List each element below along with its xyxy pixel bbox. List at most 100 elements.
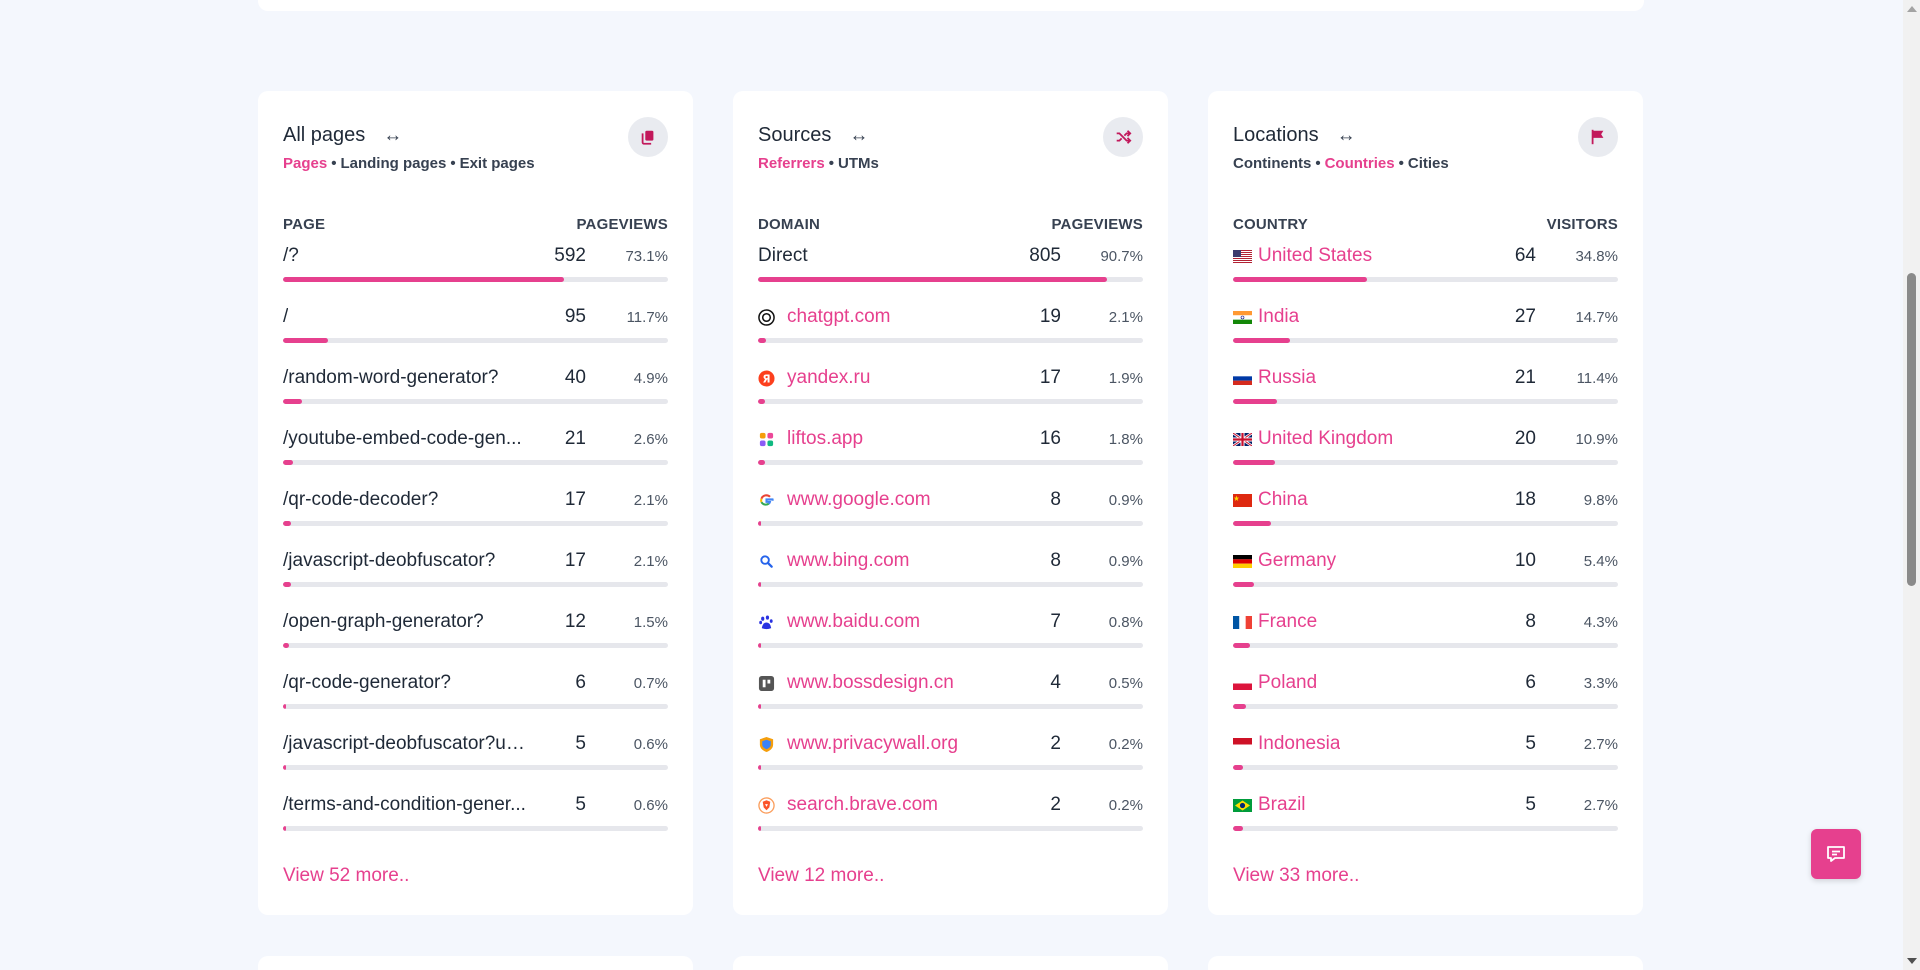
scrollbar-thumb[interactable] — [1907, 273, 1916, 586]
row-label[interactable]: Direct — [758, 245, 1001, 267]
tab-referrers[interactable]: Referrers — [758, 155, 825, 172]
row-label[interactable]: Russia — [1233, 367, 1476, 389]
row-label[interactable]: India — [1233, 306, 1476, 328]
row-label[interactable]: /youtube-embed-code-gen... — [283, 428, 526, 450]
row-percent: 4.9% — [633, 369, 668, 387]
tab-utms[interactable]: UTMs — [837, 155, 879, 172]
view-more-link[interactable]: View 12 more.. — [758, 865, 885, 886]
expand-arrows-icon[interactable]: ↔ — [1336, 124, 1356, 146]
progress-track — [1233, 399, 1618, 404]
view-more-link[interactable]: View 52 more.. — [283, 865, 410, 886]
list-item[interactable]: France 8 4.3% — [1233, 606, 1618, 667]
list-item[interactable]: www.bing.com 8 0.9% — [758, 545, 1143, 606]
locations-card: Locations ↔ Continents • Countries • Cities … — [1208, 91, 1643, 915]
list-item[interactable]: www.bossdesign.cn 4 0.5% — [758, 667, 1143, 728]
list-item[interactable]: /? 592 73.1% — [283, 240, 668, 301]
row-label[interactable]: /javascript-deobfuscator?ut... — [283, 733, 526, 755]
list-item[interactable]: /qr-code-generator? 6 0.7% — [283, 667, 668, 728]
flag-icon[interactable] — [1578, 117, 1618, 157]
brave-icon — [758, 796, 775, 814]
list-item[interactable]: /terms-and-condition-gener... 5 0.6% — [283, 789, 668, 850]
list-item[interactable]: /youtube-embed-code-gen... 21 2.6% — [283, 423, 668, 484]
scrollbar[interactable] — [1903, 0, 1920, 970]
list-item[interactable]: chatgpt.com 19 2.1% — [758, 301, 1143, 362]
list-item[interactable]: /qr-code-decoder? 17 2.1% — [283, 484, 668, 545]
tab-continents[interactable]: Continents — [1233, 155, 1312, 172]
list-item[interactable]: Russia 21 11.4% — [1233, 362, 1618, 423]
list-item[interactable]: / 95 11.7% — [283, 301, 668, 362]
tab-landing-pages[interactable]: Landing pages — [340, 155, 447, 172]
card-header: Sources ↔ Referrers • UTMs — [758, 91, 1143, 176]
list-item[interactable]: www.baidu.com 7 0.8% — [758, 606, 1143, 667]
row-value: 2 — [1050, 794, 1061, 815]
progress-fill — [758, 826, 762, 831]
row-label[interactable]: search.brave.com — [758, 794, 1001, 816]
row-label[interactable]: chatgpt.com — [758, 306, 1001, 328]
progress-track — [1233, 643, 1618, 648]
row-label[interactable]: www.privacywall.org — [758, 733, 1001, 755]
card-title-text: Sources — [758, 124, 832, 146]
row-value: 5 — [575, 733, 586, 754]
row-label[interactable]: United Kingdom — [1233, 428, 1476, 450]
list-item[interactable]: Brazil 5 2.7% — [1233, 789, 1618, 850]
row-percent: 1.8% — [1108, 430, 1143, 448]
expand-arrows-icon[interactable]: ↔ — [849, 124, 869, 146]
list-item[interactable]: United States 64 34.8% — [1233, 240, 1618, 301]
row-label[interactable]: /qr-code-generator? — [283, 672, 526, 694]
scroll-up-arrow-icon[interactable] — [1907, 6, 1917, 12]
progress-fill — [1233, 582, 1254, 587]
list-item[interactable]: www.google.com 8 0.9% — [758, 484, 1143, 545]
row-label[interactable]: www.baidu.com — [758, 611, 1001, 633]
view-more-link[interactable]: View 33 more.. — [1233, 865, 1360, 886]
progress-track — [283, 277, 668, 282]
list-item[interactable]: /javascript-deobfuscator? 17 2.1% — [283, 545, 668, 606]
list-item[interactable]: Indonesia 5 2.7% — [1233, 728, 1618, 789]
row-label[interactable]: /random-word-generator? — [283, 367, 526, 389]
list-item[interactable]: search.brave.com 2 0.2% — [758, 789, 1143, 850]
list-item[interactable]: Poland 6 3.3% — [1233, 667, 1618, 728]
flag-br-icon — [1233, 797, 1252, 814]
list-item[interactable]: www.privacywall.org 2 0.2% — [758, 728, 1143, 789]
row-label[interactable]: /javascript-deobfuscator? — [283, 550, 526, 572]
shuffle-icon[interactable] — [1103, 117, 1143, 157]
list-item[interactable]: /javascript-deobfuscator?ut... 5 0.6% — [283, 728, 668, 789]
row-label[interactable]: /qr-code-decoder? — [283, 489, 526, 511]
expand-arrows-icon[interactable]: ↔ — [383, 124, 403, 146]
row-label[interactable]: www.bossdesign.cn — [758, 672, 1001, 694]
row-label[interactable]: China — [1233, 489, 1476, 511]
tab-cities[interactable]: Cities — [1407, 155, 1449, 172]
list-item[interactable]: China 18 9.8% — [1233, 484, 1618, 545]
row-label[interactable]: www.google.com — [758, 489, 1001, 511]
scroll-down-arrow-icon[interactable] — [1907, 958, 1917, 964]
list-item[interactable]: United Kingdom 20 10.9% — [1233, 423, 1618, 484]
list-item[interactable]: /random-word-generator? 40 4.9% — [283, 362, 668, 423]
list-item[interactable]: Germany 10 5.4% — [1233, 545, 1618, 606]
chat-support-button[interactable] — [1811, 829, 1861, 879]
row-label[interactable]: / — [283, 306, 526, 328]
row-label[interactable]: United States — [1233, 245, 1476, 267]
row-label[interactable]: Poland — [1233, 672, 1476, 694]
row-label[interactable]: liftos.app — [758, 428, 1001, 450]
row-label[interactable]: /terms-and-condition-gener... — [283, 794, 526, 816]
list-item[interactable]: Direct 805 90.7% — [758, 240, 1143, 301]
tab-pages[interactable]: Pages — [283, 155, 328, 172]
baidu-icon — [758, 614, 775, 631]
row-label[interactable]: Brazil — [1233, 794, 1476, 816]
list-item[interactable]: liftos.app 16 1.8% — [758, 423, 1143, 484]
row-label[interactable]: Germany — [1233, 550, 1476, 572]
row-label-text: France — [1258, 611, 1318, 632]
row-percent: 11.4% — [1576, 369, 1618, 387]
row-label[interactable]: France — [1233, 611, 1476, 633]
tab-countries[interactable]: Countries — [1324, 155, 1395, 172]
row-label[interactable]: www.bing.com — [758, 550, 1001, 572]
row-label[interactable]: /? — [283, 245, 526, 267]
list-item[interactable]: /open-graph-generator? 12 1.5% — [283, 606, 668, 667]
row-label[interactable]: Indonesia — [1233, 733, 1476, 755]
copy-icon[interactable] — [628, 117, 668, 157]
tab-exit-pages[interactable]: Exit pages — [459, 155, 535, 172]
row-label[interactable]: /open-graph-generator? — [283, 611, 526, 633]
rows-list: United States 64 34.8% India 27 14.7% Russia 21… — [1233, 240, 1618, 850]
list-item[interactable]: India 27 14.7% — [1233, 301, 1618, 362]
